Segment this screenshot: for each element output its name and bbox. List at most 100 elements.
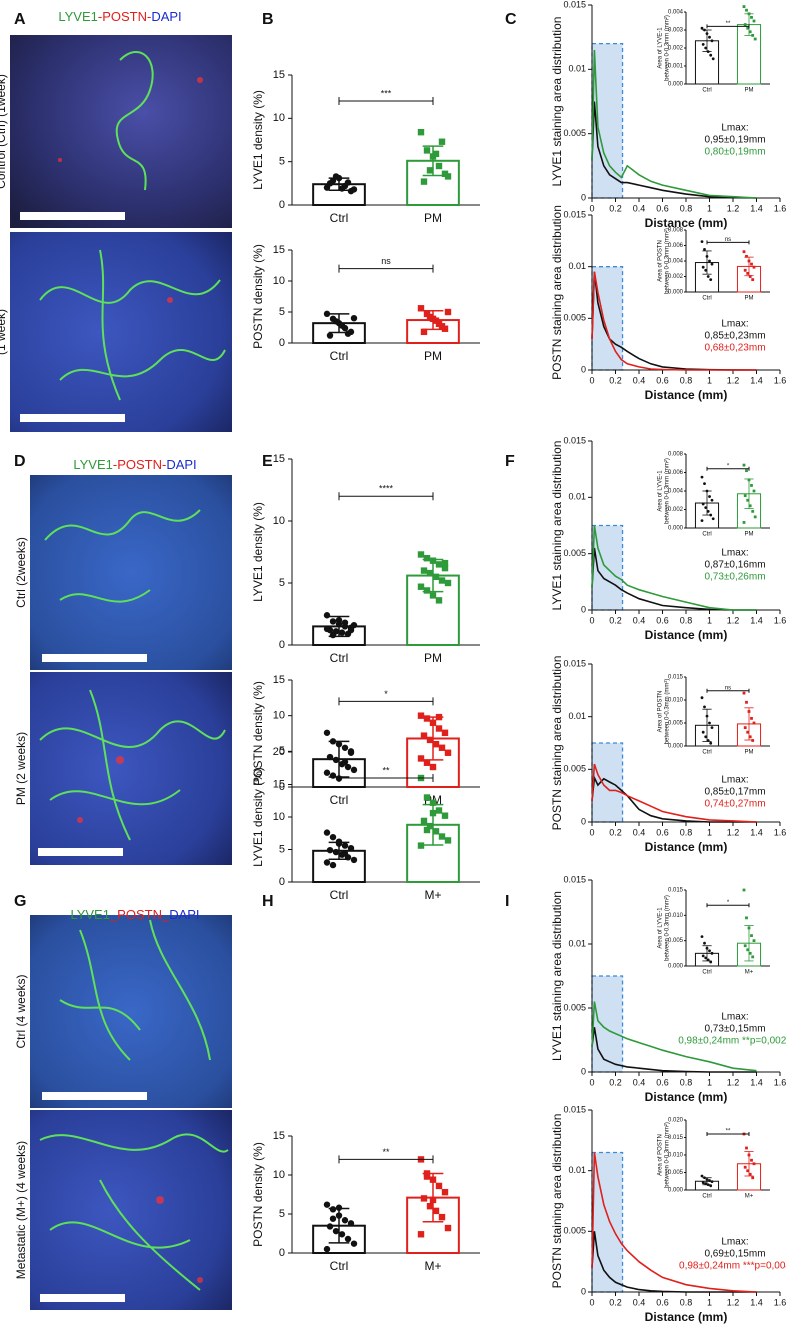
- data-point: [344, 1235, 352, 1243]
- data-point: [704, 735, 708, 739]
- y-axis-label: POSTN density (%): [251, 681, 265, 786]
- data-point: [746, 730, 750, 734]
- x-tick-label: PM: [745, 532, 754, 538]
- y-tick-label: 0.015: [563, 658, 586, 668]
- image: [10, 35, 232, 228]
- data-point: [705, 489, 709, 493]
- data-point: [329, 1206, 337, 1213]
- y-tick-label: 0.000: [668, 964, 684, 970]
- data-point: [706, 509, 710, 513]
- header-part: LYVE1: [73, 457, 113, 472]
- data-point: [748, 1172, 752, 1176]
- image-header: LYVE1-POSTN-DAPI: [58, 9, 181, 24]
- data-point: [709, 513, 713, 517]
- y-tick-label: 20: [273, 746, 285, 758]
- data-point: [438, 577, 446, 584]
- x-tick-label: 0.2: [609, 375, 622, 385]
- image: [30, 915, 232, 1108]
- y-tick-label: 0: [581, 604, 586, 614]
- y-tick-label: 0.015: [563, 1104, 586, 1114]
- annotation: Lmax:: [721, 319, 748, 330]
- y-tick-label: 0.015: [563, 0, 586, 9]
- data-point: [417, 583, 425, 590]
- data-point: [417, 305, 425, 312]
- data-point: [344, 330, 352, 337]
- x-axis-label: Distance (mm): [645, 216, 728, 230]
- data-point: [745, 700, 748, 704]
- data-point: [347, 1220, 355, 1227]
- y-tick-label: 0.015: [563, 209, 586, 219]
- data-point: [329, 833, 337, 841]
- data-point: [420, 817, 428, 825]
- data-point: [708, 1179, 711, 1182]
- y-tick-label: 0.01: [568, 64, 586, 74]
- data-point: [704, 1182, 708, 1186]
- image-label: Metastatic (M+) (4 weeks): [14, 1141, 28, 1279]
- image: [30, 672, 232, 865]
- y-axis-label: Area of LYVE-1: [658, 470, 664, 512]
- data-point: [423, 1173, 431, 1180]
- x-tick-label: 0.2: [609, 1297, 622, 1307]
- annotation: 0,98±0,24mm ***p=0,004: [679, 1261, 786, 1272]
- data-point: [347, 748, 355, 755]
- x-tick-label: 0: [589, 375, 594, 385]
- data-point: [432, 573, 440, 580]
- y-axis-label: between 0-0.3mm (mm²): [665, 228, 671, 294]
- y-axis-label: LYVE1 staining area distribution: [550, 891, 564, 1061]
- data-point: [444, 308, 452, 316]
- significance-label: **: [382, 1147, 390, 1157]
- data-point: [335, 840, 343, 847]
- line-series: [591, 49, 757, 199]
- data-point: [329, 738, 337, 745]
- y-tick-label: 0.020: [668, 1118, 684, 1124]
- panel-letter: A: [14, 11, 26, 28]
- data-point: [323, 829, 331, 836]
- x-tick-label: Ctrl: [330, 651, 349, 665]
- header-part: LYVE1: [70, 907, 110, 922]
- y-axis-label: LYVE1 density (%): [251, 767, 265, 867]
- x-tick-label: 1.2: [727, 827, 740, 837]
- x-tick-label: Ctrl: [330, 793, 349, 807]
- data-point: [708, 259, 711, 263]
- significance-label: **: [726, 21, 731, 27]
- x-tick-label: 1.4: [750, 203, 763, 213]
- data-point: [423, 147, 431, 154]
- shaded-region: [591, 975, 624, 1073]
- data-point: [426, 822, 434, 830]
- y-tick-label: 10: [273, 112, 285, 124]
- data-point: [435, 162, 443, 170]
- x-tick-label: 0.6: [656, 1077, 669, 1087]
- shaded-region: [591, 1151, 624, 1293]
- data-point: [435, 807, 443, 814]
- y-tick-label: 15: [273, 674, 285, 686]
- y-tick-label: 5: [279, 745, 285, 757]
- y-tick-label: 10: [273, 811, 285, 823]
- x-tick-label: Ctrl: [702, 532, 711, 538]
- data-point: [432, 741, 440, 748]
- header-part: _POSTN_: [109, 907, 170, 922]
- y-tick-label: 0.005: [668, 938, 684, 944]
- line-series: [591, 1152, 757, 1293]
- data-point: [703, 941, 706, 945]
- data-point: [751, 739, 755, 742]
- data-point: [745, 1146, 748, 1150]
- y-axis-label: Area of POSTN: [658, 1134, 664, 1176]
- x-tick-label: 0.2: [609, 1077, 622, 1087]
- image-label: PM (2 weeks): [14, 732, 28, 805]
- y-tick-label: 5: [279, 577, 285, 589]
- data-point: [350, 856, 358, 864]
- data-point: [753, 515, 757, 519]
- x-tick-label: PM: [424, 349, 442, 363]
- data-point: [435, 1182, 443, 1190]
- data-point: [743, 944, 747, 948]
- x-axis-label: Distance (mm): [645, 1310, 728, 1324]
- annotation: 0,85±0,23mm: [704, 331, 765, 342]
- y-axis-label: POSTN staining area distribution: [550, 205, 564, 380]
- data-point: [335, 1212, 343, 1219]
- data-point: [703, 705, 706, 709]
- y-axis-label: LYVE1 density (%): [251, 90, 265, 190]
- data-point: [705, 1178, 709, 1181]
- data-point: [709, 1184, 713, 1188]
- data-point: [323, 612, 331, 619]
